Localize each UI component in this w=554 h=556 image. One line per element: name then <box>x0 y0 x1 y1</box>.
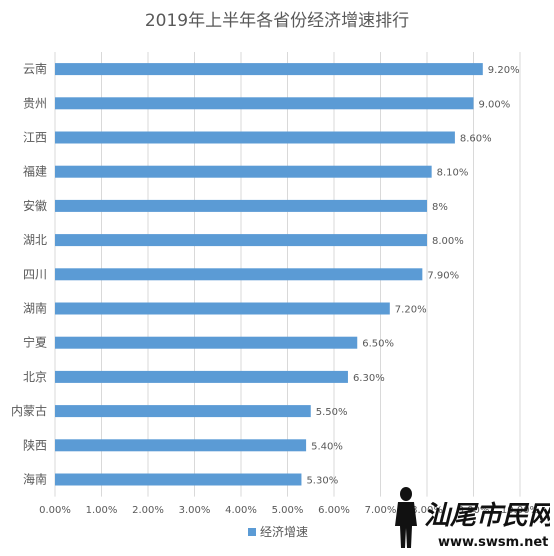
category-label: 江西 <box>23 131 47 145</box>
legend-swatch <box>248 528 256 536</box>
data-label: 8.00% <box>432 236 464 247</box>
bar <box>55 234 427 247</box>
bar <box>55 268 423 281</box>
category-label: 湖南 <box>23 301 47 316</box>
x-axis-ticks: 0.00% 1.00% 2.00% 3.00% 4.00% 5.00% 6.00% 7.00%… <box>39 505 539 516</box>
category-label: 四川 <box>23 267 47 281</box>
category-label: 湖北 <box>23 232 47 247</box>
bars <box>55 63 483 486</box>
bar <box>55 97 474 110</box>
category-label: 海南 <box>23 472 47 487</box>
x-tick-label: 2.00% <box>132 505 164 516</box>
x-tick-label: 4.00% <box>225 505 257 516</box>
data-label: 8% <box>432 202 448 213</box>
category-label: 内蒙古 <box>11 403 47 418</box>
category-label: 安徽 <box>23 198 47 213</box>
legend-label: 经济增速 <box>260 524 308 539</box>
data-label: 7.20% <box>395 305 427 316</box>
x-tick-label: 5.00% <box>272 505 304 516</box>
data-labels: 9.20% 9.00% 8.60% 8.10% 8% 8.00% 7.90% 7.20% 6.5… <box>306 65 519 486</box>
data-label: 8.60% <box>460 134 492 145</box>
bar <box>55 405 311 418</box>
bar <box>55 63 483 76</box>
bar <box>55 131 455 144</box>
x-tick-label: 3.00% <box>179 505 211 516</box>
x-tick-label: 0.00% <box>39 505 71 516</box>
bar <box>55 165 432 178</box>
x-tick-label: 9.00% <box>458 505 490 516</box>
category-label: 宁夏 <box>23 335 47 350</box>
legend: 经济增速 <box>248 524 308 539</box>
data-label: 9.00% <box>479 99 511 110</box>
data-label: 5.50% <box>316 407 348 418</box>
chart-title: 2019年上半年各省份经济增速排行 <box>145 11 409 31</box>
x-tick-label: 7.00% <box>365 505 397 516</box>
bar <box>55 336 358 349</box>
category-label: 云南 <box>23 61 47 76</box>
x-tick-label: 8.00% <box>411 505 443 516</box>
data-label: 6.50% <box>362 339 394 350</box>
watermark-url-text: www.swsm.net <box>438 535 548 550</box>
bar <box>55 473 302 486</box>
data-label: 9.20% <box>488 65 520 76</box>
bar <box>55 370 348 383</box>
data-label: 5.30% <box>306 476 338 487</box>
category-label: 北京 <box>23 370 47 384</box>
watermark: 汕尾市民网 www.swsm.net <box>395 487 550 550</box>
watermark-main-text: 汕尾市民网 <box>424 501 550 531</box>
category-label: 贵州 <box>23 96 47 110</box>
watermark-figure-icon <box>395 487 417 548</box>
data-label: 5.40% <box>311 441 343 452</box>
x-tick-label: 10.00% <box>501 505 539 516</box>
data-label: 6.30% <box>353 373 385 384</box>
x-tick-label: 6.00% <box>318 505 350 516</box>
bar <box>55 199 427 212</box>
bar <box>55 302 390 315</box>
data-label: 8.10% <box>437 168 469 179</box>
bar <box>55 439 307 452</box>
category-label: 福建 <box>23 164 47 179</box>
x-tick-label: 1.00% <box>86 505 118 516</box>
data-label: 7.90% <box>427 270 459 281</box>
category-label: 陕西 <box>23 437 47 452</box>
